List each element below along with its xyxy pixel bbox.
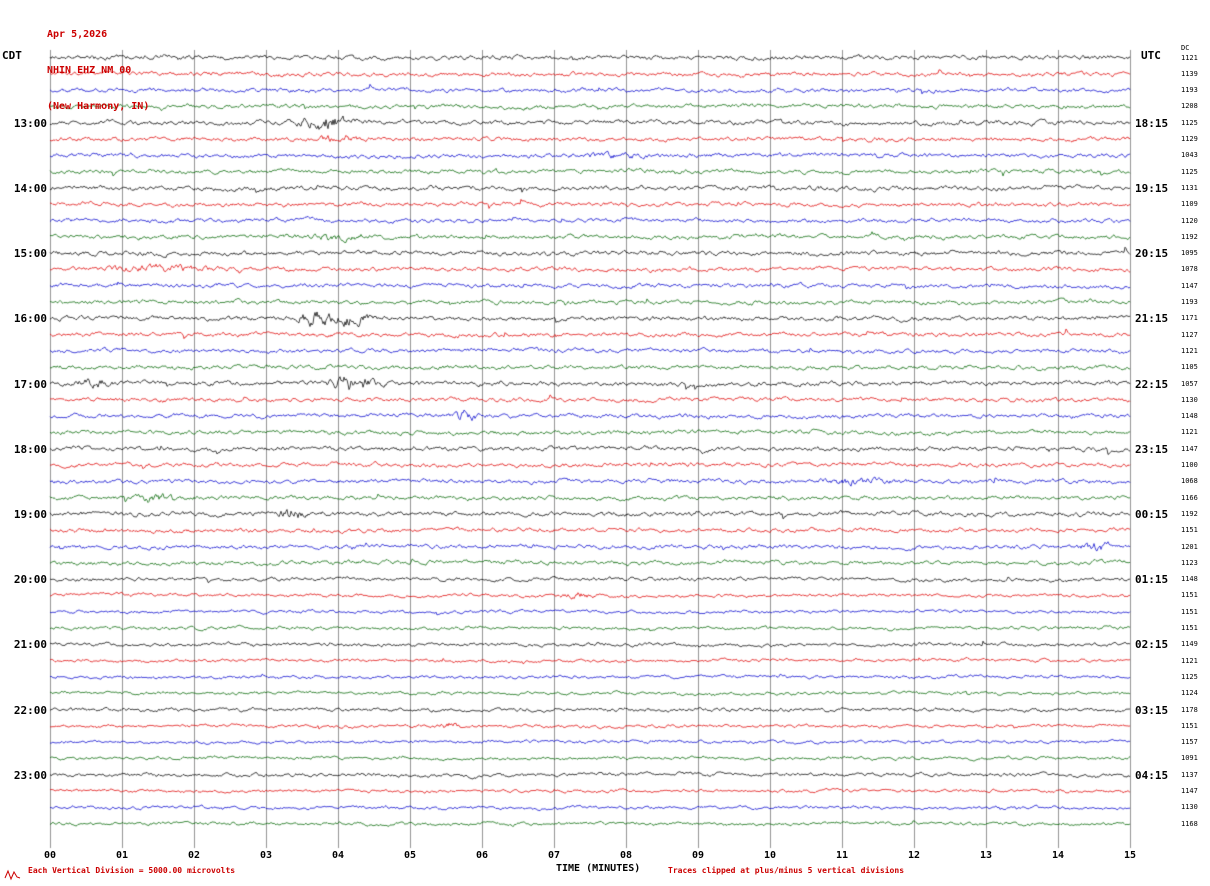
dc-offset-value: 1125: [1181, 167, 1198, 176]
utc-time-label: 23:15: [1135, 442, 1169, 456]
x-tick-label: 00: [43, 850, 57, 861]
utc-time-label: 02:15: [1135, 638, 1169, 652]
dc-offset-value: 1091: [1181, 754, 1198, 763]
dc-offset-value: 1109: [1181, 200, 1198, 209]
dc-offset-value: 1149: [1181, 640, 1198, 649]
dc-offset-value: 1157: [1181, 738, 1198, 747]
dc-offset-value: 1095: [1181, 249, 1198, 258]
x-tick-label: 08: [619, 850, 633, 861]
utc-time-label: 18:15: [1135, 116, 1169, 130]
left-timezone-header: CDT: [2, 49, 22, 62]
dc-offset-value: 1121: [1181, 656, 1198, 665]
dc-offset-value: 1147: [1181, 787, 1198, 795]
cdt-time-label: 21:00: [13, 638, 47, 652]
dc-offset-value: 1043: [1181, 151, 1198, 160]
utc-time-label: 00:15: [1135, 507, 1169, 521]
utc-time-label: 04:15: [1135, 768, 1169, 782]
x-tick-label: 15: [1123, 850, 1137, 861]
dc-offset-value: 1151: [1181, 624, 1198, 632]
x-tick-label: 02: [187, 850, 201, 861]
cdt-time-label: 23:00: [13, 768, 47, 782]
x-tick-label: 05: [403, 850, 417, 861]
dc-offset-value: 1201: [1181, 542, 1198, 551]
x-tick-label: 10: [763, 850, 777, 861]
x-tick-label: 04: [331, 850, 345, 861]
dc-offset-value: 1105: [1181, 363, 1198, 372]
title-station: NHIN EHZ NM 00: [47, 65, 132, 76]
dc-offset-value: 1131: [1181, 183, 1198, 192]
dc-offset-value: 1121: [1181, 428, 1198, 437]
x-tick-label: 12: [907, 850, 921, 861]
cdt-time-label: 13:00: [13, 116, 47, 130]
scale-note: Each Vertical Division = 5000.00 microvo…: [28, 866, 236, 875]
dc-offset-value: 1137: [1181, 770, 1198, 779]
utc-time-label: 22:15: [1135, 377, 1169, 391]
dc-offset-value: 1151: [1181, 607, 1198, 616]
utc-time-label: 19:15: [1135, 181, 1169, 195]
x-axis-label: TIME (MINUTES): [556, 863, 641, 874]
title-location: (New Harmony, IN): [47, 101, 150, 112]
dc-offset-value: 1129: [1181, 135, 1198, 143]
cdt-time-label: 20:00: [13, 573, 47, 587]
calibration-mark-icon: [4, 869, 21, 881]
dc-offset-value: 1078: [1181, 265, 1198, 274]
dc-offset-value: 1166: [1181, 493, 1198, 502]
dc-offset-value: 1147: [1181, 281, 1198, 290]
x-tick-label: 14: [1051, 850, 1065, 861]
dc-offset-value: 1124: [1181, 689, 1198, 698]
dc-offset-value: 1192: [1181, 509, 1198, 518]
clip-note: Traces clipped at plus/minus 5 vertical …: [668, 866, 905, 875]
dc-offset-value: 1120: [1181, 216, 1198, 225]
dc-offset-value: 1125: [1181, 672, 1198, 681]
dc-offset-value: 1208: [1181, 102, 1198, 111]
dc-offset-value: 1148: [1181, 575, 1198, 584]
dc-offset-value: 1123: [1181, 558, 1198, 567]
dc-offset-value: 1168: [1181, 819, 1198, 828]
x-tick-label: 01: [115, 850, 129, 861]
dc-offset-value: 1121: [1181, 346, 1198, 355]
utc-time-label: 21:15: [1135, 312, 1169, 326]
x-tick-label: 11: [835, 850, 849, 861]
cdt-time-label: 19:00: [13, 507, 47, 521]
cdt-time-label: 14:00: [13, 181, 47, 195]
dc-offset-value: 1130: [1181, 803, 1198, 812]
utc-time-label: 01:15: [1135, 573, 1169, 587]
dc-offset-value: 1139: [1181, 69, 1198, 78]
title-date: Apr 5,2026: [47, 29, 108, 40]
cdt-time-label: 18:00: [13, 442, 47, 456]
cdt-time-label: 17:00: [13, 377, 47, 391]
dc-offset-value: 1125: [1181, 118, 1198, 127]
utc-time-label: 03:15: [1135, 703, 1169, 717]
right-timezone-header: UTC: [1141, 49, 1161, 62]
dc-offset-value: 1057: [1181, 379, 1198, 388]
x-tick-label: 03: [259, 850, 273, 861]
dc-offset-value: 1127: [1181, 330, 1198, 339]
dc-offset-value: 1100: [1181, 461, 1198, 469]
utc-time-label: 20:15: [1135, 247, 1169, 261]
dc-offset-value: 1171: [1181, 314, 1198, 323]
dc-offset-value: 1193: [1181, 298, 1198, 306]
dc-offset-value: 1121: [1181, 53, 1198, 62]
dc-offset-value: 1151: [1181, 721, 1198, 730]
cdt-time-label: 22:00: [13, 703, 47, 717]
dc-offset-value: 1193: [1181, 86, 1198, 95]
x-tick-label: 09: [691, 850, 705, 861]
dc-offset-value: 1178: [1181, 705, 1198, 714]
x-tick-label: 06: [475, 850, 489, 861]
dc-offset-value: 1147: [1181, 444, 1198, 453]
dc-offset-value: 1151: [1181, 526, 1198, 535]
x-tick-label: 07: [547, 850, 561, 861]
dc-offset-value: 1130: [1181, 395, 1198, 404]
dc-offset-value: 1192: [1181, 232, 1198, 241]
x-tick-label: 13: [979, 850, 993, 861]
dc-column-header: DC: [1181, 44, 1190, 52]
dc-offset-value: 1148: [1181, 412, 1198, 421]
dc-offset-value: 1068: [1181, 477, 1198, 486]
dc-offset-value: 1151: [1181, 591, 1198, 600]
page-title: Apr 5,2026 NHIN EHZ NM 00 (New Harmony, …: [47, 5, 149, 137]
cdt-time-label: 16:00: [13, 312, 47, 326]
cdt-time-label: 15:00: [13, 247, 47, 261]
